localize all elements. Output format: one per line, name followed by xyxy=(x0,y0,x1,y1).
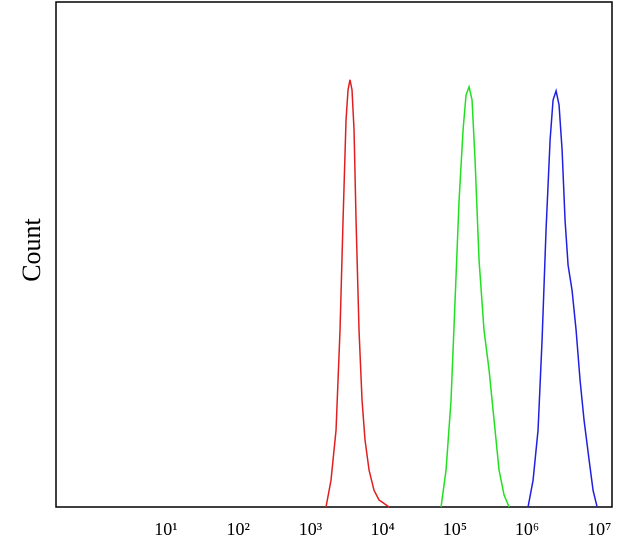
x-tick-label: 10⁶ xyxy=(515,519,539,539)
plot-frame xyxy=(55,1,613,508)
x-tick-label: 10⁴ xyxy=(370,519,394,539)
x-tick-label: 10⁵ xyxy=(443,519,467,539)
y-axis-label: Count xyxy=(17,217,46,281)
x-tick-label: 10³ xyxy=(299,519,323,539)
x-tick-label: 10¹ xyxy=(154,519,177,539)
histogram-line xyxy=(527,88,598,508)
histogram-line xyxy=(325,79,390,508)
histogram-line xyxy=(440,84,510,508)
x-tick-label: 10⁷ xyxy=(587,519,611,539)
x-tick-label: 10² xyxy=(226,519,249,539)
